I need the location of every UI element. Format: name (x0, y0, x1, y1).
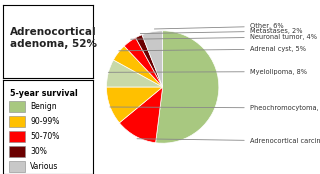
Text: 5-year survival: 5-year survival (10, 89, 78, 98)
Wedge shape (107, 60, 163, 87)
Wedge shape (136, 35, 163, 87)
Wedge shape (113, 46, 163, 87)
Text: Pheochromocytoma, 11%: Pheochromocytoma, 11% (110, 105, 320, 111)
Text: 30%: 30% (30, 147, 47, 156)
Text: Adrenal cyst, 5%: Adrenal cyst, 5% (119, 46, 306, 52)
Wedge shape (107, 87, 163, 123)
FancyBboxPatch shape (9, 116, 25, 126)
Text: 90-99%: 90-99% (30, 117, 60, 126)
Text: Adrenocortical carcinoma, 12%: Adrenocortical carcinoma, 12% (137, 138, 320, 144)
Text: Various: Various (30, 162, 59, 171)
Text: Metastases, 2%: Metastases, 2% (140, 28, 302, 34)
Text: Benign: Benign (30, 102, 57, 111)
FancyBboxPatch shape (9, 131, 25, 142)
Wedge shape (156, 31, 219, 143)
Text: Neuronal tumor, 4%: Neuronal tumor, 4% (131, 34, 317, 40)
Text: 50-70%: 50-70% (30, 132, 60, 141)
Wedge shape (119, 87, 163, 143)
Text: Myelolipoma, 8%: Myelolipoma, 8% (108, 69, 307, 75)
Text: Other, 6%: Other, 6% (154, 23, 284, 29)
Text: Adrenocortical
adenoma, 52%: Adrenocortical adenoma, 52% (10, 27, 97, 49)
Wedge shape (142, 31, 163, 87)
FancyBboxPatch shape (9, 161, 25, 172)
Wedge shape (124, 38, 163, 87)
FancyBboxPatch shape (9, 101, 25, 112)
FancyBboxPatch shape (9, 146, 25, 157)
